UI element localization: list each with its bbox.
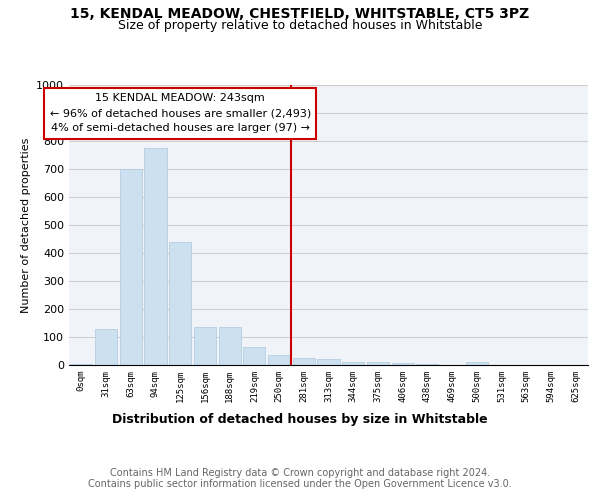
Bar — [95, 328, 117, 365]
Text: Distribution of detached houses by size in Whitstable: Distribution of detached houses by size … — [112, 412, 488, 426]
Bar — [317, 360, 340, 365]
Bar — [145, 148, 167, 365]
Bar — [268, 355, 290, 365]
Bar — [169, 242, 191, 365]
Bar — [342, 362, 364, 365]
Text: 15, KENDAL MEADOW, CHESTFIELD, WHITSTABLE, CT5 3PZ: 15, KENDAL MEADOW, CHESTFIELD, WHITSTABL… — [70, 8, 530, 22]
Bar — [119, 169, 142, 365]
Bar — [194, 327, 216, 365]
Text: Size of property relative to detached houses in Whitstable: Size of property relative to detached ho… — [118, 19, 482, 32]
Text: Contains public sector information licensed under the Open Government Licence v3: Contains public sector information licen… — [88, 479, 512, 489]
Text: Contains HM Land Registry data © Crown copyright and database right 2024.: Contains HM Land Registry data © Crown c… — [110, 468, 490, 477]
Bar — [466, 362, 488, 365]
Text: 15 KENDAL MEADOW: 243sqm
← 96% of detached houses are smaller (2,493)
4% of semi: 15 KENDAL MEADOW: 243sqm ← 96% of detach… — [50, 94, 311, 133]
Bar — [392, 363, 414, 365]
Bar — [70, 364, 92, 365]
Bar — [218, 327, 241, 365]
Bar — [293, 358, 315, 365]
Bar — [243, 347, 265, 365]
Bar — [416, 364, 439, 365]
Y-axis label: Number of detached properties: Number of detached properties — [20, 138, 31, 312]
Bar — [367, 362, 389, 365]
